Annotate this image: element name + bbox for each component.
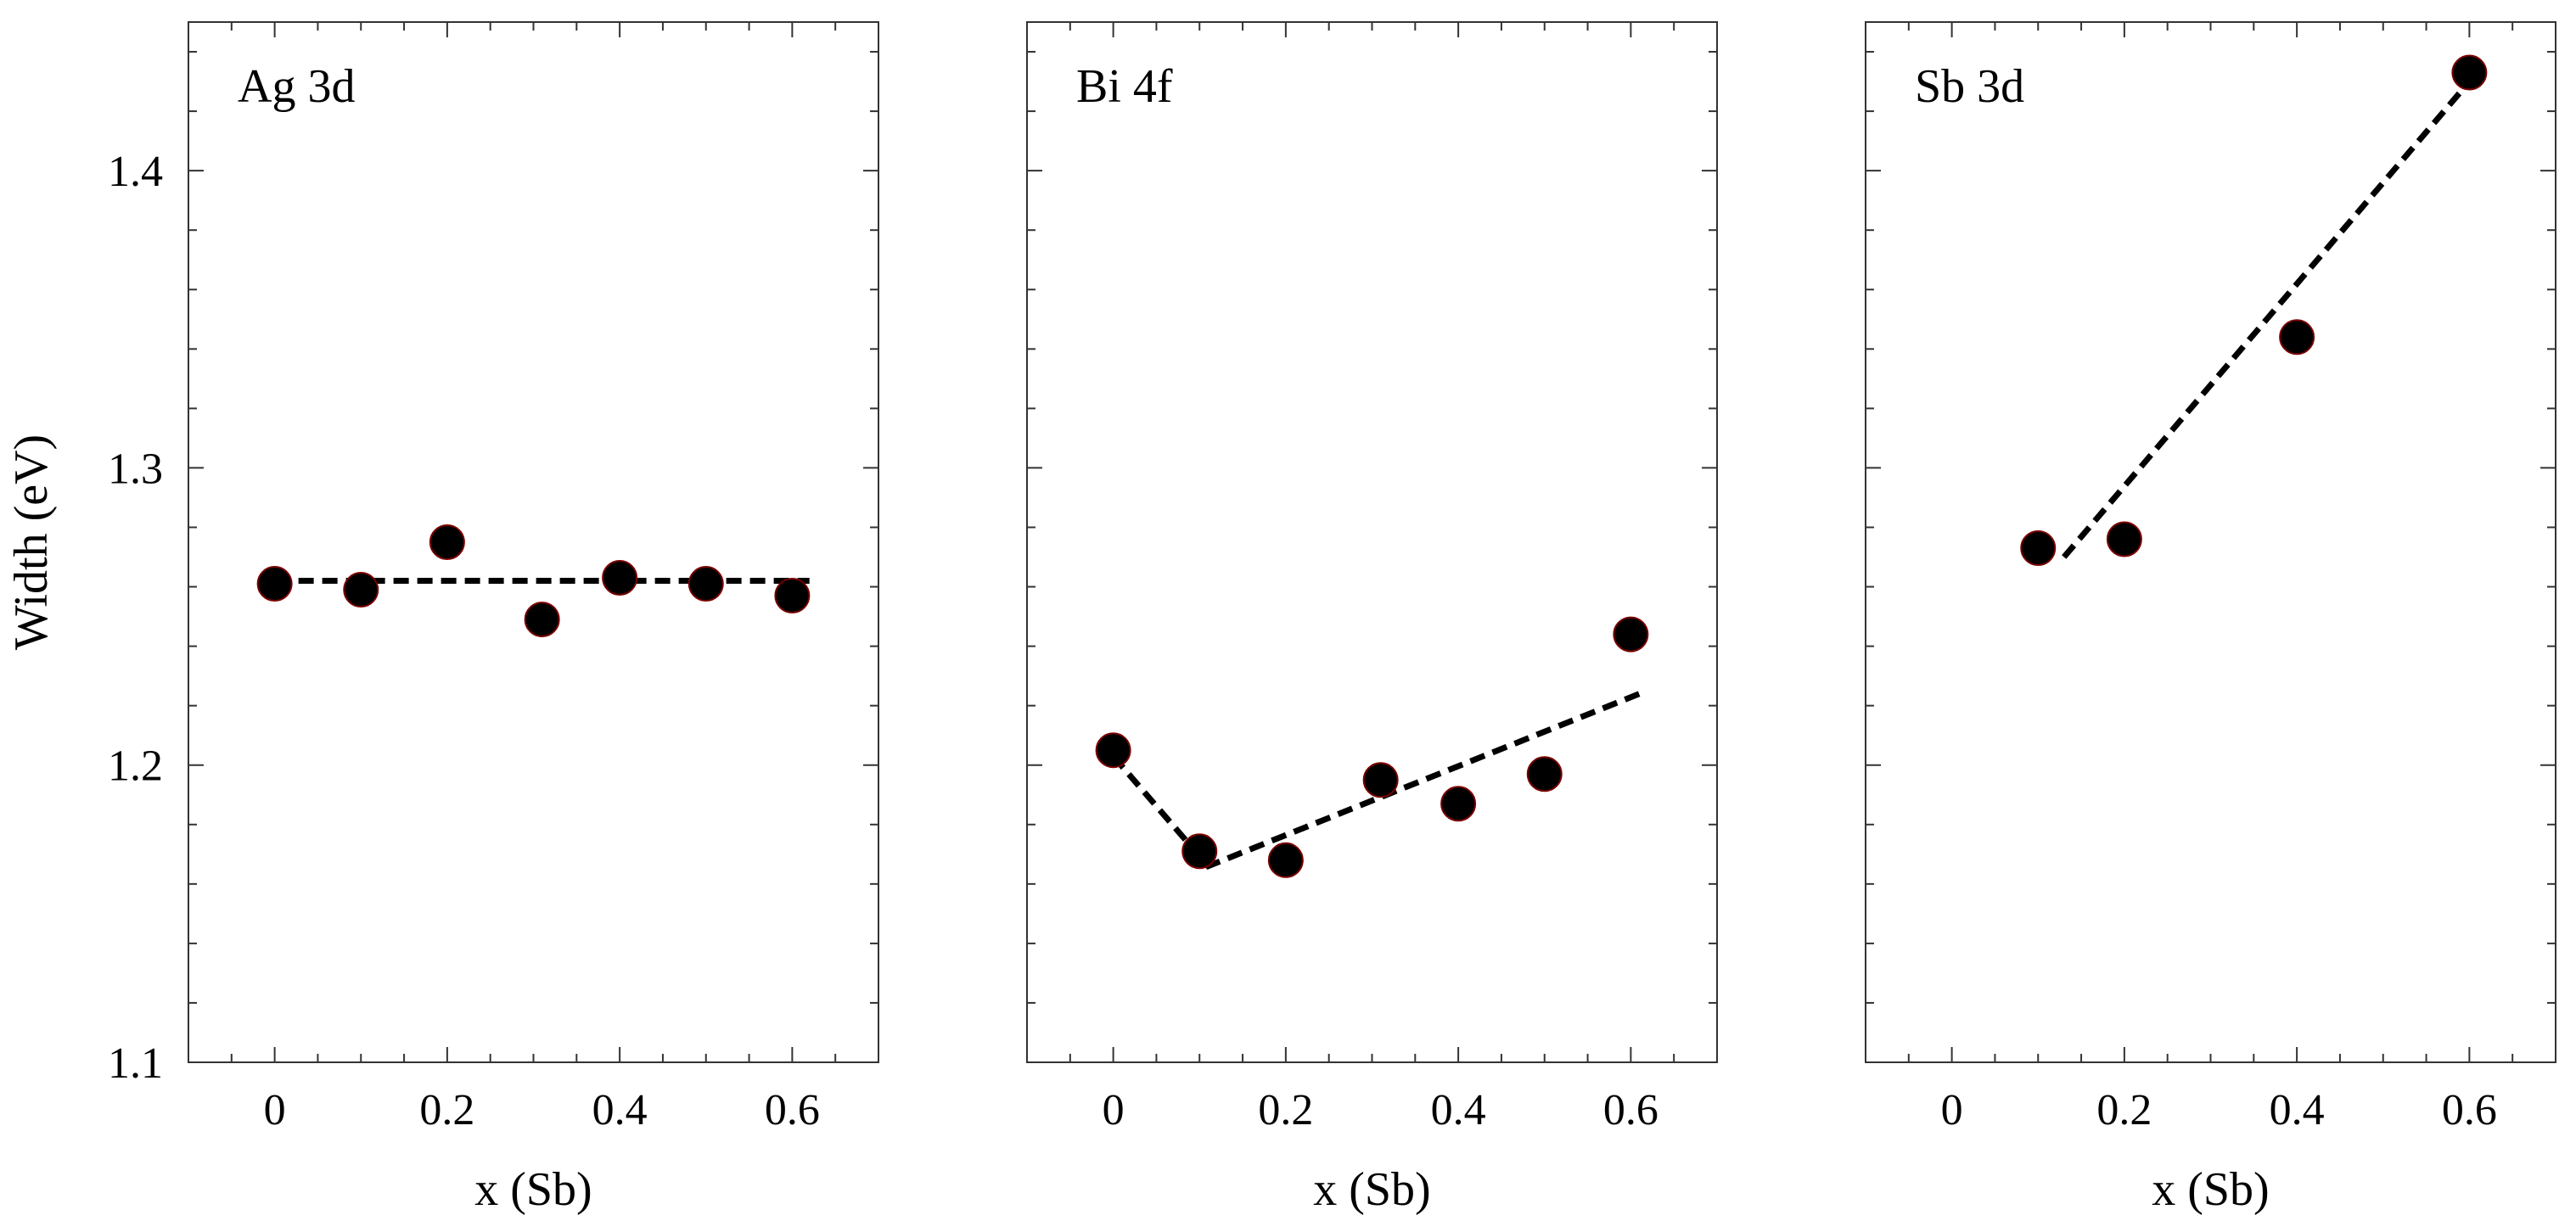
y-tick-label: 1.1 [108,1039,163,1088]
plot-frame [188,21,879,1063]
data-point [2451,54,2488,91]
data-point [256,566,293,602]
y-axis-label: Width (eV) [5,434,58,650]
data-point [2020,530,2057,567]
x-tick-label: 0.2 [2096,1086,2152,1134]
data-point [343,572,379,608]
y-tick-label: 1.3 [108,445,163,493]
data-point [1526,756,1563,792]
data-point [602,560,638,596]
panel-title: Bi 4f [1076,60,1173,113]
data-point [687,566,724,602]
data-point [2106,521,2142,557]
panel-1: 0 0.2 0.4 0.6 1.1 1.2 1.3 1.4 x (Sb) Width (eV) Ag… [5,21,879,1216]
x-axis-label: x (Sb) [2152,1163,2269,1216]
data-point [774,578,811,614]
data-point [2279,319,2315,356]
x-tick-label: 0.4 [2270,1086,2325,1134]
panel-title: Ag 3d [238,60,355,113]
x-tick-label: 0.4 [592,1086,648,1134]
x-tick-label: 0.6 [2442,1086,2497,1134]
panel-2: 0 0.2 0.4 0.6 x (Sb) Bi 4f [1026,21,1718,1216]
panel-title: Sb 3d [1915,60,2024,113]
plot-frame [1026,21,1718,1063]
fit-line [2062,79,2472,559]
x-tick-label: 0 [1941,1086,1963,1134]
data-point [524,602,560,638]
x-tick-label: 0.2 [1258,1086,1313,1134]
x-tick-label: 0.6 [765,1086,820,1134]
x-tick-label: 0.4 [1431,1086,1486,1134]
data-point [1181,833,1218,870]
data-point [1362,762,1399,798]
data-point [1095,732,1131,769]
x-tick-label: 0.2 [419,1086,474,1134]
x-axis-label: x (Sb) [1313,1163,1430,1216]
y-tick-label: 1.4 [108,148,163,196]
panel-3: 0 0.2 0.4 0.6 x (Sb) Sb 3d [1865,21,2556,1216]
y-tick-label: 1.2 [108,742,163,791]
x-tick-label: 0 [264,1086,286,1134]
data-point [1267,842,1304,878]
x-tick-label: 0 [1103,1086,1125,1134]
plot-frame [1865,21,2556,1063]
data-point [1613,616,1649,652]
data-point [429,524,465,560]
x-tick-label: 0.6 [1603,1086,1658,1134]
x-axis-label: x (Sb) [474,1163,592,1216]
data-point [1440,786,1477,822]
